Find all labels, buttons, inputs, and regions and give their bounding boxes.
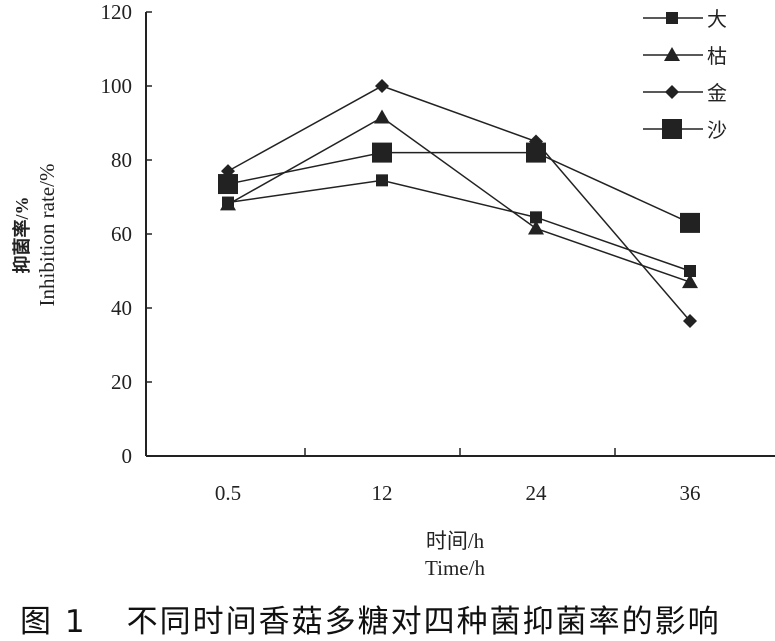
y-tick-label: 60 — [111, 222, 132, 246]
x-axis-label-cn: 时间/h — [426, 529, 485, 553]
legend-item: 大 — [643, 7, 727, 31]
series-line — [228, 86, 690, 321]
y-tick-label: 0 — [122, 444, 133, 468]
legend-label: 枯 — [707, 44, 727, 68]
x-axis-label: Time/h — [425, 556, 485, 580]
legend-item: 沙 — [643, 118, 727, 142]
y-tick-label: 40 — [111, 296, 132, 320]
legend-item: 枯 — [643, 44, 727, 68]
y-axis-label-cn: 抑菌率/% — [11, 196, 32, 273]
series-line — [228, 117, 690, 282]
legend-marker — [664, 47, 680, 61]
data-point — [680, 213, 700, 233]
y-tick-label: 120 — [101, 0, 133, 24]
series-沙 — [218, 143, 700, 233]
legend-marker — [662, 119, 682, 139]
figure-caption-text: 不同时间香菇多糖对四种菌抑菌率的影响 — [127, 604, 721, 640]
series-金 — [221, 79, 697, 328]
y-axis-label: Inhibition rate/% — [35, 164, 59, 307]
series-group — [218, 79, 700, 328]
data-point — [376, 174, 388, 186]
legend-label: 金 — [707, 81, 727, 105]
y-tick-label: 20 — [111, 370, 132, 394]
x-tick-label: 12 — [372, 481, 393, 505]
x-tick-label: 0.5 — [215, 481, 241, 505]
y-tick-label: 80 — [111, 148, 132, 172]
axes: 0 20 40 60 80 100 120 0.5 12 24 36 — [101, 0, 775, 505]
data-point — [218, 174, 238, 194]
x-tick-label: 36 — [680, 481, 701, 505]
x-tick-label: 24 — [526, 481, 548, 505]
legend-marker — [666, 12, 678, 24]
series-line — [228, 153, 690, 223]
legend-item: 金 — [643, 81, 727, 105]
legend-marker — [665, 85, 679, 99]
data-point — [372, 143, 392, 163]
legend-label: 大 — [707, 7, 727, 31]
figure-caption: 图 1 不同时间香菇多糖对四种菌抑菌率的影响 — [20, 596, 721, 641]
data-point — [374, 109, 390, 123]
data-point — [526, 143, 546, 163]
figure-number: 图 1 — [20, 604, 87, 640]
data-point — [375, 79, 389, 93]
series-大 — [222, 174, 696, 277]
legend-label: 沙 — [707, 118, 727, 142]
y-tick-label: 100 — [101, 74, 133, 98]
